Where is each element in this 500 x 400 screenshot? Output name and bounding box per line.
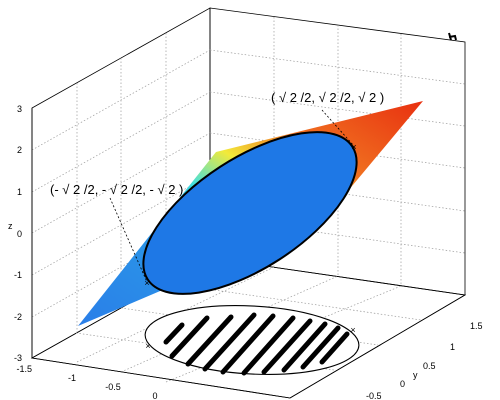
z-tick: -3 <box>14 353 22 363</box>
marker-top-point: × <box>351 142 356 152</box>
annotation-bottom-point: (- √ 2 /2, - √ 2 /2, - √ 2 ) <box>50 182 183 197</box>
annotation-top-point: ( √ 2 /2, √ 2 /2, √ 2 ) <box>271 90 384 105</box>
x-tick: -1.5 <box>16 364 32 374</box>
cursor-glyph <box>448 32 457 41</box>
z-tick: 3 <box>17 104 22 114</box>
x-tick: -0.5 <box>105 382 121 392</box>
x-tick: -1 <box>68 373 76 383</box>
leader-top <box>321 109 355 147</box>
y-axis-label: y <box>413 370 418 380</box>
y-tick: -0.5 <box>366 391 382 400</box>
floor-projection: × × <box>144 305 360 376</box>
intersection-ellipse <box>142 131 358 295</box>
y-tick: 0.5 <box>423 361 436 371</box>
x-tick: 0 <box>152 391 157 400</box>
y-tick: 1.5 <box>470 321 483 331</box>
marker-proj-left: × <box>145 341 150 351</box>
marker-bottom-point: × <box>144 278 149 288</box>
z-tick: 0 <box>17 229 22 239</box>
z-axis-label: z <box>8 221 13 231</box>
z-axis: 3 2 1 0 -1 -2 -3 z <box>8 104 33 363</box>
z-tick: 1 <box>17 187 22 197</box>
z-tick: -2 <box>14 312 22 322</box>
x-axis: -1.5 -1 -0.5 0 <box>16 357 291 400</box>
y-axis: 1.5 1 0.5 0 -0.5 y <box>289 294 483 400</box>
y-tick: 1 <box>450 342 455 352</box>
projection-hatching <box>163 312 350 376</box>
z-tick: 2 <box>17 145 22 155</box>
y-tick: 0 <box>400 379 405 389</box>
z-tick: -1 <box>14 270 22 280</box>
leader-bottom <box>109 197 148 283</box>
marker-proj-right: × <box>350 325 355 335</box>
